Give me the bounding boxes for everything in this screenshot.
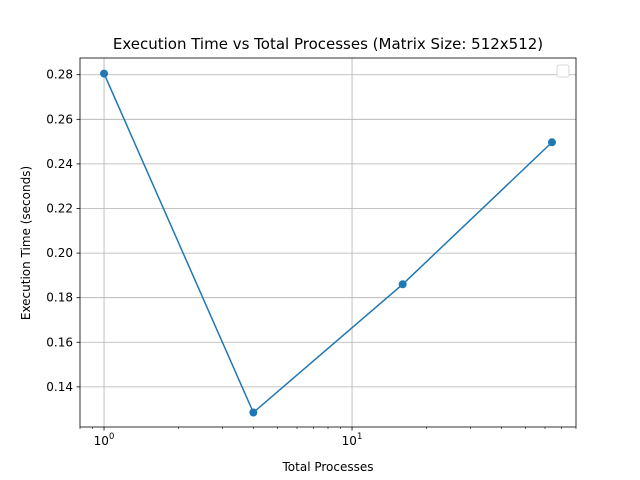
- y-tick-label: 0.18: [46, 291, 73, 305]
- y-axis-label: Execution Time (seconds): [19, 166, 33, 320]
- plot-area: 0.14 0.16 0.18 0.20 0.22 0.24 0.26 0.28 100 101: [46, 57, 577, 448]
- y-tick-label: 0.24: [46, 157, 73, 171]
- x-axis-label: Total Processes: [282, 460, 374, 474]
- y-tick-label: 0.16: [46, 335, 73, 349]
- data-point: [100, 69, 109, 78]
- y-tick-label: 0.22: [46, 201, 73, 215]
- y-tick-label: 0.14: [46, 380, 73, 394]
- data-point: [547, 138, 556, 147]
- y-tick-label: 0.28: [46, 68, 73, 82]
- x-tick-label: 101: [342, 432, 363, 448]
- y-tick-label: 0.26: [46, 112, 73, 126]
- chart-title: Execution Time vs Total Processes (Matri…: [113, 35, 543, 53]
- x-tick-label: 100: [94, 432, 115, 448]
- data-point: [249, 408, 258, 417]
- legend-box: [556, 64, 570, 78]
- y-tick-label: 0.20: [46, 246, 73, 260]
- data-point: [398, 280, 407, 289]
- series-line: [103, 72, 554, 414]
